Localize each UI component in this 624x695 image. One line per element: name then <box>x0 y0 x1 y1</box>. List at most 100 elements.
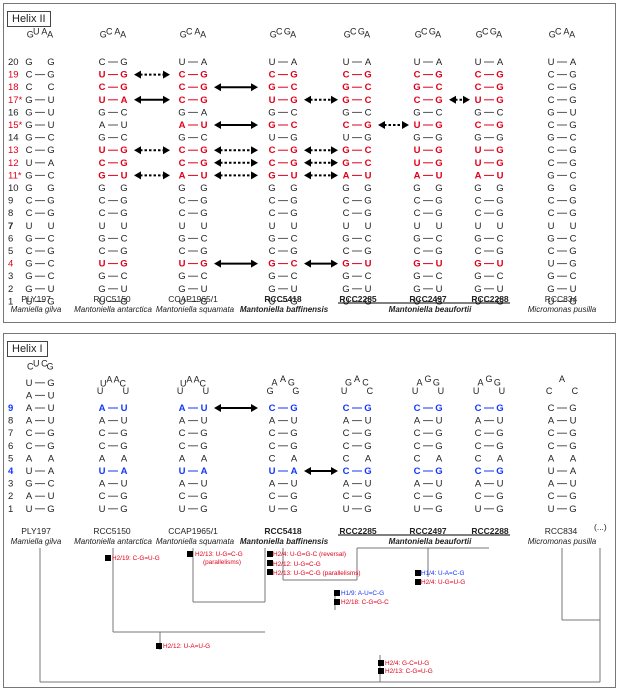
h1-row-number: 9 <box>8 403 13 414</box>
h2-base: G <box>268 259 275 270</box>
h2-base: U <box>179 221 186 232</box>
h1-base: A <box>26 453 33 464</box>
h1-base: C <box>414 466 421 477</box>
h1-base: G <box>120 504 127 515</box>
h2-base: C <box>179 246 186 257</box>
h2-base: C <box>121 107 128 118</box>
h1-base: A <box>99 479 106 490</box>
h2-base: G <box>474 107 481 118</box>
h1-base: G <box>290 504 297 515</box>
h2-base: G <box>268 183 275 194</box>
h1-base: G <box>200 491 207 502</box>
h1-base: A <box>365 453 372 464</box>
h1-loop-base: C <box>41 358 48 368</box>
h2-loop-base: C <box>482 26 489 36</box>
tree-marker <box>334 599 340 605</box>
h1-base: C <box>343 441 350 452</box>
h2-base: U <box>269 133 276 144</box>
h2-base: G <box>47 296 54 307</box>
h2-base: G <box>268 120 275 131</box>
h1-base: U <box>365 416 372 427</box>
h1-loop-base: U <box>123 386 130 396</box>
h2-base: A <box>48 158 55 169</box>
h2-base: U <box>99 95 106 106</box>
h1-base: U <box>26 466 33 477</box>
h2-base: G <box>342 158 349 169</box>
h2-base: C <box>436 271 443 282</box>
h1-base: C <box>475 403 482 414</box>
h1-base: G <box>364 403 371 414</box>
h2-base: U <box>99 296 106 307</box>
h1-base: G <box>290 441 297 452</box>
h2-base: C <box>497 107 504 118</box>
h2-loop-base: G <box>27 29 34 39</box>
h2-base: U <box>548 57 555 68</box>
h2-arrow-19a-head-right <box>163 70 170 79</box>
h2-base: C <box>570 271 577 282</box>
h1-arrow-4-head-left <box>304 467 311 475</box>
h2-base: G <box>25 170 32 181</box>
h1-base: G <box>364 504 371 515</box>
h2-base: G <box>178 183 185 194</box>
h2-loop-base: G <box>549 29 556 39</box>
h2-base: G <box>120 82 127 93</box>
h2-row-number: 12 <box>8 158 19 169</box>
h1-loop-base: A <box>417 377 423 387</box>
h2-base: C <box>201 133 208 144</box>
h1-loop-base: A <box>106 375 112 385</box>
h1-base: U <box>269 466 276 477</box>
h2-base: C <box>26 70 33 81</box>
h2-base: C <box>201 271 208 282</box>
h2-base: U <box>291 284 298 295</box>
h1-base: C <box>343 466 350 477</box>
h1-base: C <box>475 491 482 502</box>
tree-marker <box>156 643 162 649</box>
h2-arrow-15a-head-left <box>214 121 221 129</box>
h1-strain-rcc2288: RCC2288 <box>471 526 509 536</box>
h2-base: G <box>364 183 371 194</box>
h2-base: G <box>364 208 371 219</box>
h2-base: G <box>268 284 275 295</box>
h2-base: U <box>475 57 482 68</box>
h2-base: G <box>496 145 503 156</box>
h2-base: A <box>475 170 482 181</box>
h2-base: C <box>497 271 504 282</box>
h2-base: G <box>342 233 349 244</box>
h2-base: C <box>570 233 577 244</box>
h1-base: U <box>121 416 128 427</box>
h1-loop-base: U <box>438 386 445 396</box>
h2-base: G <box>178 133 185 144</box>
h2-base: C <box>548 82 555 93</box>
h2-loop-base: C <box>106 26 113 36</box>
h1-base: G <box>435 428 442 439</box>
h2-base: G <box>200 70 207 81</box>
h2-base: G <box>569 120 576 131</box>
h2-base: C <box>48 271 55 282</box>
strain-rcc5150: RCC5150 <box>93 294 131 304</box>
h2-base: U <box>414 221 421 232</box>
h1-base: C <box>548 403 555 414</box>
h1-base: U <box>548 504 555 515</box>
h2-base: G <box>474 271 481 282</box>
strain-ccap1965: CCAP1965/1 <box>168 294 218 304</box>
h1-base: C <box>179 441 186 452</box>
h2-base: U <box>269 95 276 106</box>
h1-base: A <box>179 403 186 414</box>
h2-base: G <box>290 145 297 156</box>
h1-base: G <box>120 428 127 439</box>
h1-base: A <box>179 416 186 427</box>
h1-species-mamiella-gilva: Mamiella gilva <box>10 537 62 546</box>
h2-arrow-11b-head-left <box>214 171 221 180</box>
h1-base: G <box>569 441 576 452</box>
h1-base: A <box>201 453 208 464</box>
h2-loop-base: A <box>569 30 575 40</box>
h2-base: U <box>179 296 186 307</box>
h2-base: U <box>570 107 577 118</box>
h1-base: C <box>179 428 186 439</box>
h2-base: U <box>365 221 372 232</box>
h1-base: G <box>435 403 442 414</box>
h2-loop-base: G <box>100 29 107 39</box>
h2-base: G <box>120 296 127 307</box>
h2-base: G <box>25 120 32 131</box>
h2-base: C <box>343 196 350 207</box>
